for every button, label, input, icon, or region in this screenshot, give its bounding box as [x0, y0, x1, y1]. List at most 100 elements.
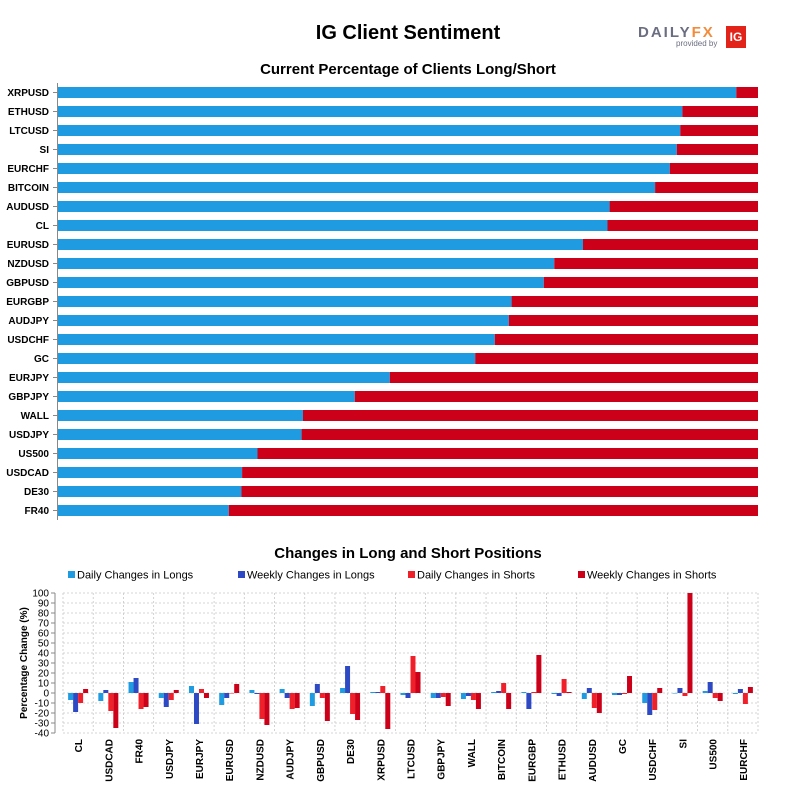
y-tick-label: 30: [38, 659, 50, 670]
x-category-label: EURCHF: [739, 739, 750, 781]
daily-longs-bar: [370, 692, 376, 693]
short-bar: [389, 372, 758, 383]
weekly-longs-bar: [73, 693, 79, 712]
weekly-shorts-bar: [596, 693, 602, 713]
bottom-chart-title: Changes in Long and Short Positions: [274, 545, 542, 562]
daily-longs-bar: [279, 689, 285, 693]
short-bar: [736, 87, 758, 98]
daily-longs-bar: [491, 692, 497, 693]
x-category-label: EURJPY: [195, 739, 206, 779]
top-chart-title: Current Percentage of Clients Long/Short: [260, 61, 556, 78]
category-label: SI: [40, 145, 50, 156]
y-tick-label: 70: [38, 619, 50, 630]
short-bar: [583, 239, 758, 250]
daily-shorts-bar: [561, 679, 567, 693]
category-label: FR40: [25, 506, 50, 517]
category-label: LTCUSD: [9, 126, 49, 137]
y-tick-label: -40: [35, 729, 50, 740]
weekly-shorts-bar: [627, 676, 633, 693]
x-category-label: GBPUSD: [316, 739, 327, 782]
long-bar: [58, 410, 303, 421]
weekly-longs-bar: [254, 693, 260, 694]
long-bar: [58, 334, 495, 345]
ig-logo-badge: IG: [726, 26, 746, 48]
category-label: ETHUSD: [8, 107, 49, 118]
weekly-longs-bar: [284, 693, 290, 698]
x-category-label: GC: [618, 739, 629, 754]
long-bar: [58, 277, 544, 288]
x-category-label: WALL: [467, 739, 478, 767]
daily-shorts-bar: [531, 692, 537, 693]
x-category-label: GBPJPY: [437, 739, 448, 780]
weekly-shorts-bar: [747, 687, 753, 693]
category-label: DE30: [24, 487, 49, 498]
long-bar: [58, 391, 355, 402]
weekly-shorts-bar: [83, 689, 89, 693]
category-label: EURGBP: [6, 297, 49, 308]
x-category-label: SI: [678, 739, 689, 749]
daily-longs-bar: [128, 682, 134, 693]
x-category-label: EURGBP: [527, 739, 538, 782]
weekly-shorts-bar: [113, 693, 119, 728]
short-bar: [682, 106, 758, 117]
short-bar: [257, 448, 758, 459]
y-tick-label: 60: [38, 629, 50, 640]
long-bar: [58, 296, 512, 307]
weekly-shorts-bar: [415, 672, 421, 693]
category-label: XRPUSD: [7, 88, 49, 99]
y-tick-label: 90: [38, 599, 50, 610]
daily-shorts-bar: [198, 689, 204, 693]
daily-shorts-bar: [229, 693, 235, 694]
weekly-longs-bar: [103, 690, 109, 693]
x-category-label: US500: [709, 739, 720, 770]
weekly-shorts-bar: [143, 693, 149, 707]
weekly-shorts-bar: [687, 593, 693, 693]
x-category-label: EURUSD: [225, 739, 236, 781]
daily-shorts-bar: [168, 693, 174, 700]
legend-swatch: [408, 571, 415, 578]
daily-shorts-bar: [742, 693, 748, 704]
short-bar: [607, 220, 758, 231]
short-bar: [242, 467, 759, 478]
daily-shorts-bar: [78, 693, 84, 703]
short-bar: [228, 505, 759, 516]
category-label: BITCOIN: [8, 183, 49, 194]
y-tick-label: 80: [38, 609, 50, 620]
y-tick-label: 20: [38, 669, 50, 680]
daily-longs-bar: [732, 693, 738, 694]
long-bar: [58, 467, 243, 478]
legend-label: Daily Changes in Shorts: [417, 570, 536, 582]
daily-longs-bar: [219, 693, 225, 705]
x-category-label: BITCOIN: [497, 739, 508, 780]
long-bar: [58, 486, 242, 497]
daily-shorts-bar: [319, 693, 325, 698]
long-bar: [58, 106, 683, 117]
daily-shorts-bar: [138, 693, 144, 709]
logo-wordmark: DAILYFX: [638, 24, 715, 41]
weekly-longs-bar: [163, 693, 169, 707]
long-bar: [58, 353, 476, 364]
weekly-longs-bar: [314, 684, 320, 693]
sentiment-bar-chart: Current Percentage of Clients Long/Short…: [6, 61, 759, 520]
daily-longs-bar: [551, 693, 557, 694]
category-label: USDCHF: [7, 335, 49, 346]
short-bar: [241, 486, 758, 497]
weekly-shorts-bar: [385, 693, 391, 729]
short-bar: [301, 429, 758, 440]
daily-longs-bar: [612, 693, 618, 695]
daily-shorts-bar: [410, 656, 416, 693]
daily-longs-bar: [340, 688, 346, 693]
weekly-longs-bar: [193, 693, 199, 724]
weekly-longs-bar: [556, 693, 562, 696]
daily-longs-bar: [249, 690, 255, 693]
long-bar: [58, 125, 681, 136]
short-bar: [543, 277, 758, 288]
legend-label: Daily Changes in Longs: [77, 570, 194, 582]
x-category-label: USDCHF: [648, 739, 659, 781]
weekly-shorts-bar: [264, 693, 270, 725]
category-label: WALL: [21, 411, 49, 422]
weekly-longs-bar: [677, 688, 683, 693]
daily-longs-bar: [98, 693, 104, 701]
legend-label: Weekly Changes in Longs: [247, 570, 375, 582]
